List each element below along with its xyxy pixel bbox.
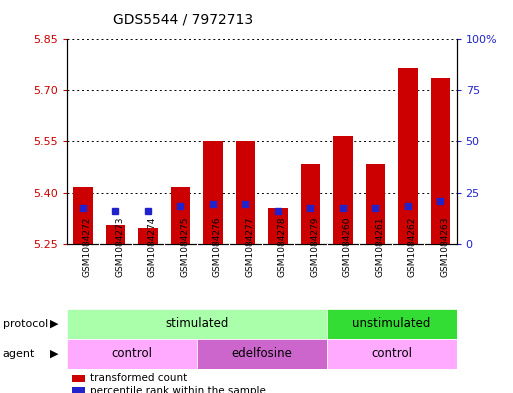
Bar (366, 163, 385, 244)
Bar (398, 68, 418, 244)
Bar (327, 309, 457, 339)
Bar (327, 339, 457, 369)
Bar (333, 136, 352, 244)
Bar (430, 79, 450, 244)
Text: protocol: protocol (3, 319, 48, 329)
Text: edelfosine: edelfosine (231, 347, 292, 360)
Text: GSM1084274: GSM1084274 (148, 217, 157, 277)
Text: control: control (111, 347, 152, 360)
Bar (203, 141, 223, 244)
Bar (138, 228, 157, 244)
Bar (268, 208, 288, 244)
Text: GSM1084276: GSM1084276 (213, 217, 222, 277)
Text: GDS5544 / 7972713: GDS5544 / 7972713 (113, 13, 253, 27)
Text: GSM1084260: GSM1084260 (343, 217, 352, 277)
Text: GSM1084279: GSM1084279 (310, 217, 320, 277)
Text: percentile rank within the sample: percentile rank within the sample (90, 386, 266, 393)
Text: GSM1084263: GSM1084263 (440, 217, 449, 277)
Bar (235, 141, 255, 244)
Text: ▶: ▶ (50, 319, 58, 329)
Text: GSM1084272: GSM1084272 (83, 217, 92, 277)
Text: GSM1084262: GSM1084262 (408, 217, 417, 277)
Bar (67, 309, 327, 339)
Bar (67, 339, 196, 369)
Bar (73, 187, 93, 244)
Text: ▶: ▶ (50, 349, 58, 359)
Text: GSM1084278: GSM1084278 (278, 217, 287, 277)
Bar (106, 225, 125, 244)
Text: GSM1084261: GSM1084261 (376, 217, 384, 277)
Text: control: control (371, 347, 412, 360)
Text: GSM1084277: GSM1084277 (245, 217, 254, 277)
Text: unstimulated: unstimulated (352, 317, 431, 330)
Bar (171, 187, 190, 244)
Text: GSM1084275: GSM1084275 (181, 217, 189, 277)
Text: GSM1084273: GSM1084273 (115, 217, 125, 277)
Text: transformed count: transformed count (90, 373, 187, 383)
Bar (196, 339, 327, 369)
Bar (301, 163, 320, 244)
Text: stimulated: stimulated (165, 317, 228, 330)
Text: agent: agent (3, 349, 35, 359)
